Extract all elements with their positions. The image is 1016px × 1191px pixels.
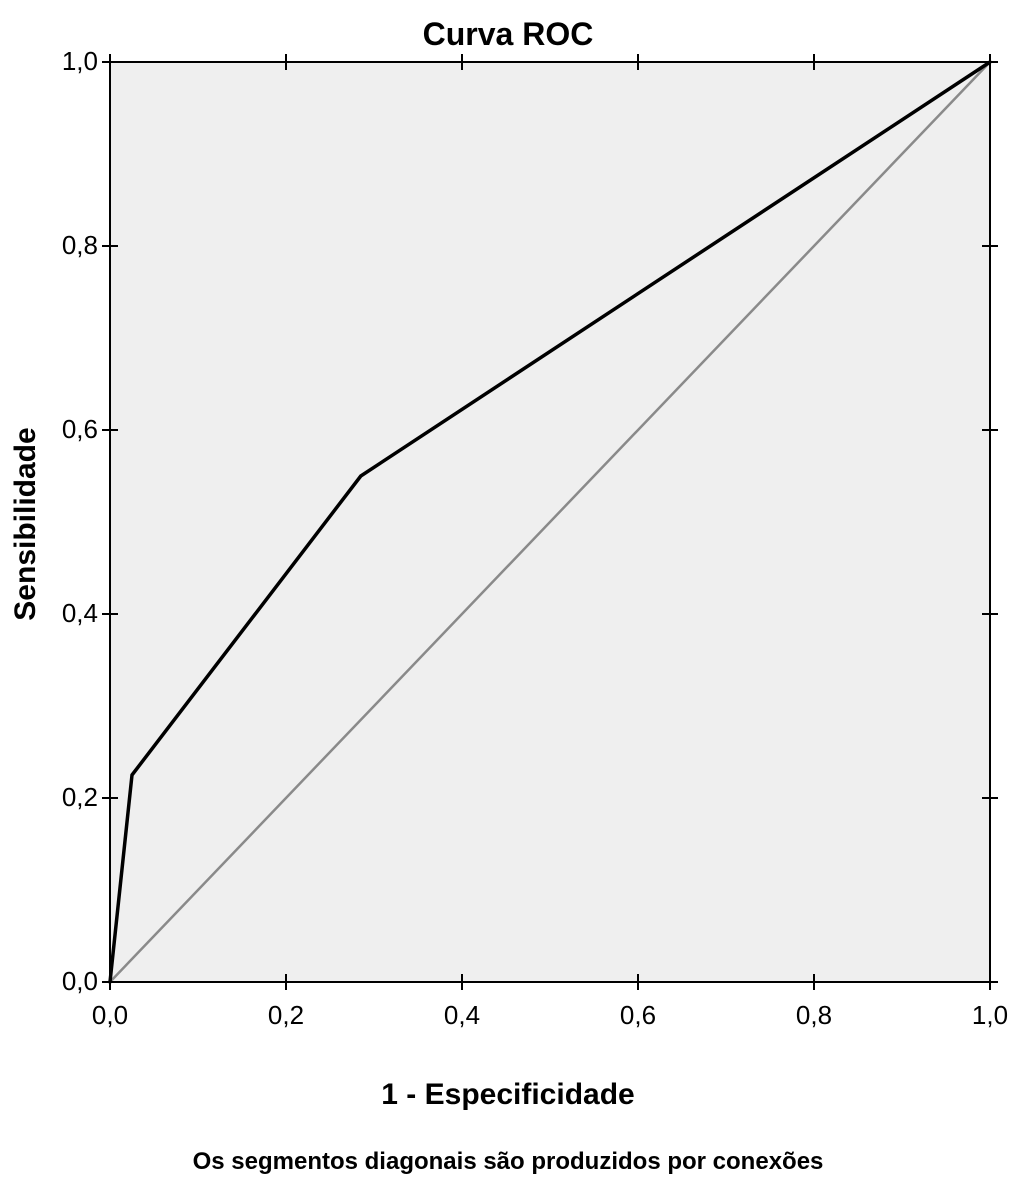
x-tick-label: 0,8 xyxy=(789,1000,839,1031)
x-axis-label: 1 - Especificidade xyxy=(0,1078,1016,1112)
x-tick-label: 1,0 xyxy=(965,1000,1015,1031)
y-tick-label: 0,0 xyxy=(50,966,98,997)
y-tick-label: 0,4 xyxy=(50,598,98,629)
x-tick-label: 0,0 xyxy=(85,1000,135,1031)
y-tick-label: 0,8 xyxy=(50,230,98,261)
y-tick-label: 1,0 xyxy=(50,46,98,77)
y-axis-label: Sensibilidade xyxy=(9,374,43,674)
x-tick-label: 0,4 xyxy=(437,1000,487,1031)
page: Curva ROC Sensibilidade 0,00,20,40,60,81… xyxy=(0,0,1016,1191)
x-tick-label: 0,2 xyxy=(261,1000,311,1031)
caption: Os segmentos diagonais são produzidos po… xyxy=(0,1148,1016,1176)
plot-area xyxy=(90,42,1010,1002)
x-tick-label: 0,6 xyxy=(613,1000,663,1031)
y-tick-label: 0,2 xyxy=(50,782,98,813)
y-tick-label: 0,6 xyxy=(50,414,98,445)
